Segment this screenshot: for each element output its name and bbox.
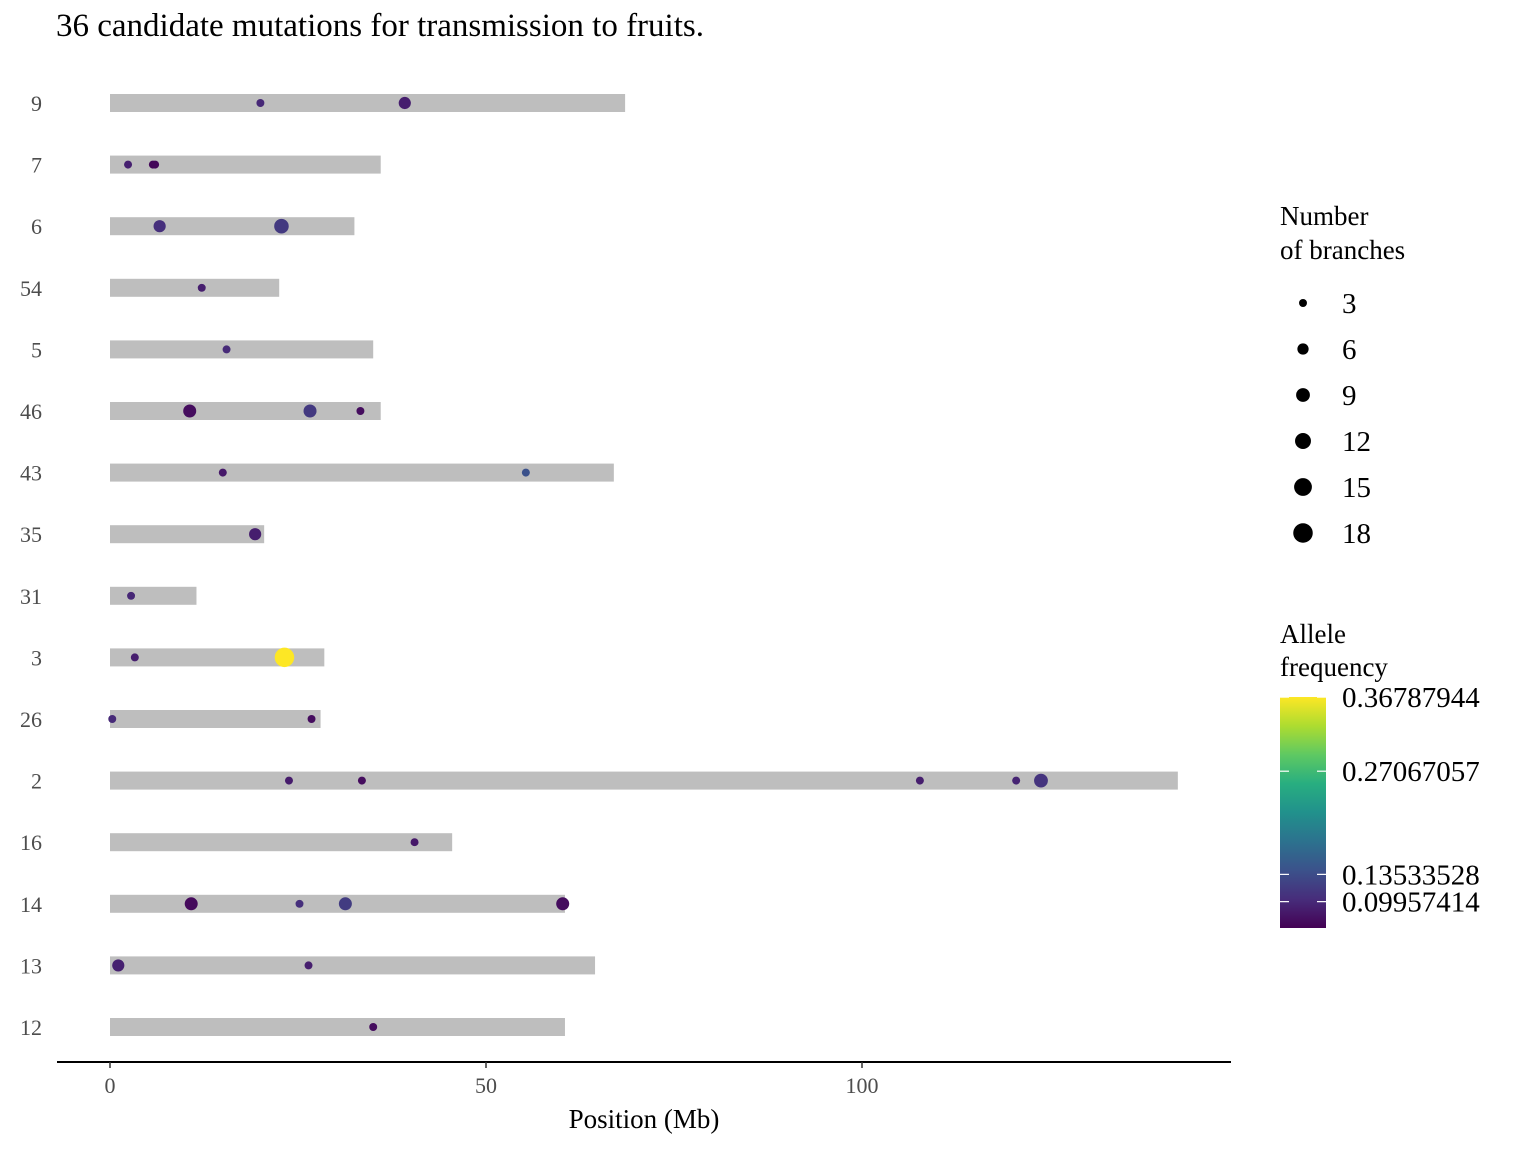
mutation-point bbox=[556, 897, 570, 911]
mutation-point bbox=[124, 160, 133, 169]
x-tick-label: 0 bbox=[105, 1073, 116, 1098]
mutation-point bbox=[284, 776, 293, 785]
color-legend-title: frequency bbox=[1280, 652, 1388, 682]
chromosome-bar-46 bbox=[110, 402, 381, 420]
chromosome-bar-2 bbox=[110, 771, 1178, 790]
chromosome-bar-54 bbox=[110, 278, 280, 297]
size-legend-key bbox=[1297, 343, 1309, 355]
y-tick-label: 5 bbox=[31, 337, 42, 362]
size-legend-label: 9 bbox=[1342, 380, 1357, 412]
mutation-point bbox=[274, 218, 289, 234]
mutation-point bbox=[521, 468, 530, 477]
chromosome-bar-14 bbox=[110, 894, 565, 913]
mutation-point bbox=[1012, 776, 1021, 785]
chromosome-bar-31 bbox=[110, 586, 197, 605]
mutation-point bbox=[307, 715, 316, 723]
x-axis-label: Position (Mb) bbox=[569, 1104, 720, 1134]
chromosome-bar-16 bbox=[110, 833, 453, 852]
mutation-point bbox=[151, 160, 160, 169]
size-legend-label: 3 bbox=[1342, 288, 1357, 320]
size-legend: Number of branches 3 6 9 12 15 18 bbox=[1280, 201, 1405, 550]
y-tick-label: 9 bbox=[31, 91, 42, 116]
y-tick-label: 16 bbox=[20, 830, 42, 855]
size-legend-label: 18 bbox=[1342, 518, 1371, 550]
x-axis: 0 50 100 bbox=[57, 1061, 1231, 1098]
y-tick-label: 26 bbox=[20, 707, 42, 732]
color-legend-bar bbox=[1280, 697, 1326, 928]
y-tick-label: 6 bbox=[31, 214, 42, 239]
chromosome-bar-6 bbox=[110, 217, 355, 236]
size-legend-title: Number bbox=[1280, 201, 1368, 231]
mutation-point bbox=[1034, 773, 1048, 788]
mutation-point bbox=[356, 407, 365, 415]
size-legend-key bbox=[1293, 523, 1313, 543]
color-legend-title: Allele bbox=[1280, 619, 1346, 649]
y-axis: 12 13 14 16 2 26 3 31 35 43 46 5 54 6 7 9 bbox=[20, 91, 42, 1040]
y-tick-label: 2 bbox=[31, 769, 42, 794]
mutation-point bbox=[130, 653, 139, 662]
mutation-point bbox=[274, 647, 295, 668]
mutation-point bbox=[295, 899, 304, 908]
mutation-point bbox=[127, 591, 136, 600]
color-legend-label: 0.09957414 bbox=[1342, 887, 1480, 919]
color-legend-label: 0.13533528 bbox=[1342, 859, 1480, 891]
mutation-point bbox=[357, 776, 366, 785]
mutation-point bbox=[410, 838, 419, 847]
mutation-point bbox=[197, 283, 206, 292]
chromosome-bar-12 bbox=[110, 1018, 565, 1036]
x-tick-label: 100 bbox=[846, 1073, 879, 1098]
mutation-point bbox=[153, 220, 166, 233]
size-legend-key bbox=[1296, 388, 1310, 402]
size-legend-label: 6 bbox=[1342, 334, 1357, 366]
mutation-point bbox=[338, 897, 352, 911]
size-legend-key bbox=[1294, 478, 1312, 496]
chart-title: 36 candidate mutations for transmission … bbox=[56, 8, 704, 44]
chromosome-bar-5 bbox=[110, 340, 374, 359]
mutation-point bbox=[222, 345, 231, 354]
y-tick-label: 43 bbox=[20, 461, 42, 486]
chromosome-bar-9 bbox=[110, 94, 626, 112]
mutation-point bbox=[915, 776, 924, 785]
size-legend-key bbox=[1295, 433, 1311, 449]
mutation-point bbox=[218, 468, 227, 477]
size-legend-label: 15 bbox=[1342, 472, 1371, 504]
y-tick-label: 7 bbox=[31, 153, 42, 178]
y-tick-label: 12 bbox=[20, 1015, 42, 1040]
mutation-point bbox=[398, 96, 411, 110]
chromosome-bar-7 bbox=[110, 155, 381, 174]
chromosome-bar-13 bbox=[110, 956, 596, 975]
y-tick-label: 14 bbox=[20, 892, 42, 917]
chromosome-bar-3 bbox=[110, 648, 325, 667]
color-legend-label: 0.36787944 bbox=[1342, 682, 1480, 714]
mutation-point bbox=[304, 961, 313, 970]
mutation-point bbox=[249, 528, 262, 541]
chromosome-bars bbox=[110, 94, 1178, 1036]
y-tick-label: 54 bbox=[20, 276, 42, 301]
x-tick-label: 50 bbox=[475, 1073, 497, 1098]
y-tick-label: 46 bbox=[20, 399, 42, 424]
color-legend-label: 0.27067057 bbox=[1342, 756, 1480, 788]
size-legend-label: 12 bbox=[1342, 426, 1371, 458]
y-tick-label: 35 bbox=[20, 522, 42, 547]
mutation-point bbox=[256, 99, 265, 107]
size-legend-title: of branches bbox=[1280, 235, 1405, 265]
y-tick-label: 3 bbox=[31, 645, 42, 670]
mutation-points bbox=[108, 96, 1048, 1031]
mutation-point bbox=[184, 897, 198, 911]
size-legend-key bbox=[1299, 299, 1307, 307]
y-tick-label: 31 bbox=[20, 584, 42, 609]
mutation-point bbox=[369, 1023, 378, 1031]
chromosome-bar-35 bbox=[110, 525, 265, 544]
mutation-point bbox=[303, 404, 317, 418]
mutation-point bbox=[183, 404, 197, 418]
chromosome-bar-43 bbox=[110, 463, 614, 482]
y-tick-label: 13 bbox=[20, 953, 42, 978]
chromosome-bar-26 bbox=[110, 710, 321, 728]
mutation-point bbox=[112, 959, 125, 972]
mutation-point bbox=[108, 715, 117, 723]
